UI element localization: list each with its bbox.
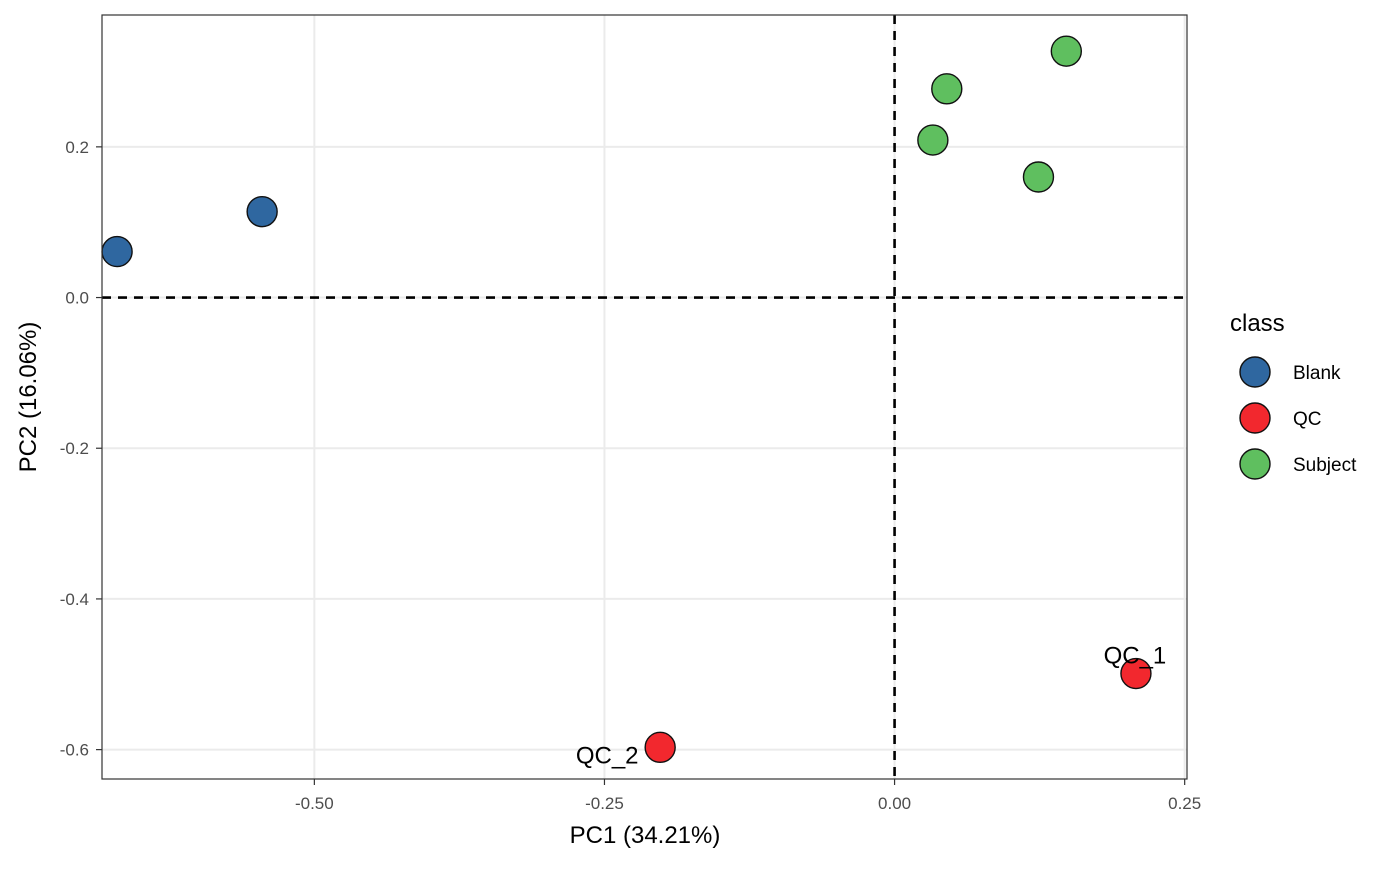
point-blank: [247, 197, 277, 227]
point-blank: [102, 237, 132, 267]
plot-background: [102, 15, 1187, 779]
legend-title: class: [1230, 310, 1285, 337]
y-tick-label: -0.2: [60, 439, 89, 458]
y-tick-label: 0.2: [65, 138, 89, 157]
point-subject: [1051, 36, 1081, 66]
point-label-qc-2: QC_2: [576, 742, 639, 769]
point-subject: [918, 125, 948, 155]
x-tick-label: 0.25: [1168, 794, 1201, 813]
point-qc: [645, 732, 675, 762]
point-subject: [1023, 162, 1053, 192]
legend: class Blank QC Subject: [1230, 310, 1357, 479]
y-axis-title: PC2 (16.06%): [15, 322, 42, 473]
point-subject: [932, 74, 962, 104]
x-tick-label: -0.50: [295, 794, 334, 813]
legend-key-subject: [1240, 449, 1270, 479]
legend-key-qc: [1240, 403, 1270, 433]
legend-label-blank: Blank: [1293, 363, 1341, 384]
legend-label-qc: QC: [1293, 409, 1322, 430]
y-tick-label: -0.6: [60, 741, 89, 760]
x-tick-label: -0.25: [585, 794, 624, 813]
point-label-qc-1: QC_1: [1104, 643, 1167, 670]
x-axis-title: PC1 (34.21%): [570, 822, 721, 849]
y-tick-label: 0.0: [65, 289, 89, 308]
legend-key-blank: [1240, 357, 1270, 387]
x-tick-label: 0.00: [878, 794, 911, 813]
pca-scatter-chart: QC_2 QC_1 -0.50 -0.25 0.00 0.25 -0.6 -0.4 -0.2 0…: [0, 0, 1400, 865]
legend-label-subject: Subject: [1293, 455, 1357, 476]
y-tick-label: -0.4: [60, 590, 89, 609]
